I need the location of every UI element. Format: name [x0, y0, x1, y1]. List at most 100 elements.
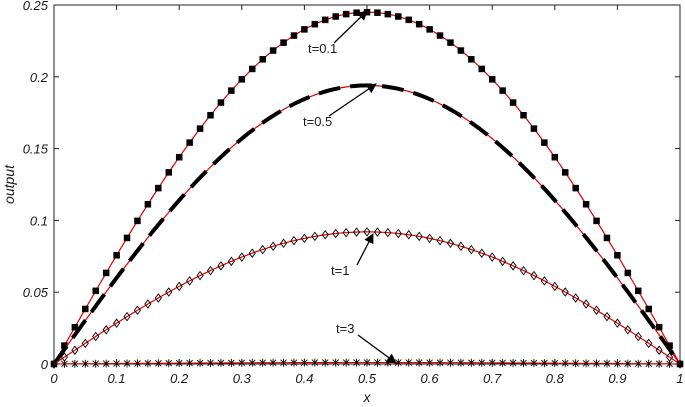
data-point — [447, 39, 454, 46]
data-point — [311, 231, 319, 242]
exact-line — [53, 11, 681, 365]
data-point — [572, 184, 579, 192]
data-point — [519, 265, 528, 276]
data-point — [353, 227, 361, 237]
data-point — [123, 234, 131, 242]
data-point — [613, 318, 621, 328]
data-point — [81, 359, 89, 368]
data-point — [509, 261, 517, 271]
data-point — [624, 269, 632, 277]
data-point — [248, 65, 256, 73]
annotation-label: t=0.1 — [308, 41, 337, 56]
y-axis-label: output — [1, 164, 17, 204]
data-point — [206, 265, 215, 276]
data-point — [457, 241, 465, 252]
data-point — [342, 358, 350, 367]
data-point — [228, 87, 235, 94]
annotation-arrow — [328, 83, 377, 117]
data-point — [593, 359, 600, 368]
x-tick-label: 0.8 — [546, 371, 565, 386]
data-point — [530, 270, 538, 281]
data-point — [102, 325, 110, 335]
data-point — [405, 16, 412, 24]
plot-frame — [53, 4, 681, 365]
data-point — [81, 338, 89, 349]
data-point — [186, 359, 193, 368]
data-point — [61, 359, 68, 368]
data-point — [655, 323, 663, 331]
data-point — [321, 358, 329, 367]
x-tick-label: 0.5 — [358, 371, 377, 386]
x-tick-label: 0.2 — [170, 371, 189, 386]
data-point — [436, 235, 444, 246]
dashed-line — [52, 83, 682, 366]
data-point — [592, 305, 601, 316]
data-point — [645, 305, 652, 313]
data-point — [165, 169, 173, 176]
data-point — [154, 293, 162, 303]
data-point — [530, 125, 538, 132]
data-point — [113, 252, 120, 259]
data-point — [541, 139, 548, 146]
data-point — [342, 10, 350, 18]
data-point — [71, 323, 79, 331]
data-point — [238, 252, 246, 262]
data-point — [175, 153, 183, 161]
x-tick-label: 0.7 — [483, 371, 502, 386]
series-t=0.1 — [50, 8, 684, 368]
x-tick-label: 0.4 — [295, 371, 313, 386]
data-point — [290, 358, 298, 367]
data-point — [436, 32, 444, 39]
y-tick-label: 0 — [41, 357, 49, 372]
data-point — [509, 358, 517, 367]
data-point — [102, 359, 110, 368]
data-point — [468, 358, 475, 367]
data-point — [488, 76, 496, 83]
data-point — [207, 358, 214, 367]
data-point — [133, 305, 142, 316]
data-point — [499, 87, 506, 94]
x-tick-label: 0 — [50, 371, 58, 386]
data-point — [196, 270, 204, 281]
data-point — [374, 9, 381, 16]
data-point — [561, 287, 569, 297]
y-tick-label: 0.15 — [23, 142, 49, 157]
data-point — [614, 252, 621, 259]
data-point — [259, 358, 266, 367]
data-point — [113, 318, 121, 328]
data-point — [248, 358, 256, 367]
data-point — [269, 47, 277, 54]
data-point — [447, 358, 454, 367]
data-point — [186, 139, 193, 146]
data-point — [478, 358, 486, 367]
series-t=0.5 — [52, 83, 682, 366]
x-tick-label: 0.1 — [108, 371, 126, 386]
data-point — [71, 345, 79, 355]
data-point — [280, 39, 287, 46]
data-point — [134, 359, 141, 368]
data-point — [603, 234, 611, 242]
annotation-arrow — [356, 233, 374, 266]
data-point — [311, 358, 319, 367]
data-point — [561, 169, 569, 176]
ticks-layer: 0 0.1 0.2 0.3 0.4 0.5 0.6 0.7 0.8 0.9 1 0 0.05 0.1 0.1… — [23, 0, 684, 386]
annotation-arrow — [333, 10, 368, 44]
data-point — [645, 359, 653, 368]
data-point — [155, 359, 162, 368]
data-point — [217, 99, 225, 106]
series-t=1 — [50, 227, 684, 369]
data-point — [290, 235, 298, 246]
data-point — [353, 358, 360, 367]
data-point — [395, 13, 402, 20]
data-point — [269, 241, 277, 252]
data-point — [457, 358, 465, 367]
data-point — [279, 238, 288, 249]
data-point — [374, 358, 381, 367]
data-point — [541, 359, 548, 368]
data-point — [321, 230, 329, 240]
data-point — [300, 233, 308, 244]
data-point — [645, 338, 653, 349]
data-point — [634, 359, 642, 368]
data-point — [155, 184, 162, 192]
